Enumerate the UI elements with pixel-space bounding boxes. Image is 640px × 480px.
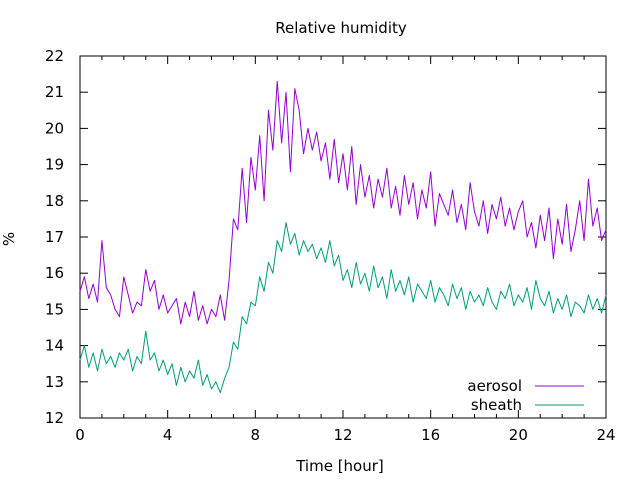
x-tick-label: 0 bbox=[75, 426, 85, 444]
x-tick-label: 8 bbox=[251, 426, 261, 444]
x-tick-label: 20 bbox=[509, 426, 528, 444]
y-tick-label: 20 bbox=[45, 119, 64, 137]
x-tick-label: 16 bbox=[421, 426, 440, 444]
legend-label-aerosol: aerosol bbox=[467, 377, 522, 395]
y-tick-label: 21 bbox=[45, 83, 64, 101]
x-tick-label: 12 bbox=[333, 426, 352, 444]
chart-title: Relative humidity bbox=[275, 19, 407, 37]
x-tick-label: 4 bbox=[163, 426, 173, 444]
legend-label-sheath: sheath bbox=[471, 396, 522, 414]
y-axis-label: % bbox=[0, 232, 18, 246]
y-tick-label: 22 bbox=[45, 47, 64, 65]
x-axis-label: Time [hour] bbox=[295, 457, 384, 475]
series-line-sheath bbox=[79, 222, 607, 394]
axes-group: 0 4 8 12 16 20 24 12 13 14 15 16 17 18 19 20 21 22 bbox=[45, 47, 616, 444]
y-tick-label: 16 bbox=[45, 264, 64, 282]
y-tick-label: 18 bbox=[45, 192, 64, 210]
y-tick-label: 17 bbox=[45, 228, 64, 246]
y-tick-label: 14 bbox=[45, 337, 64, 355]
y-tick-label: 19 bbox=[45, 156, 64, 174]
x-tick-label: 24 bbox=[596, 426, 615, 444]
y-tick-label: 15 bbox=[45, 300, 64, 318]
series-line-aerosol bbox=[79, 80, 607, 325]
y-tick-label: 13 bbox=[45, 373, 64, 391]
series-group bbox=[79, 80, 607, 394]
y-tick-label: 12 bbox=[45, 409, 64, 427]
